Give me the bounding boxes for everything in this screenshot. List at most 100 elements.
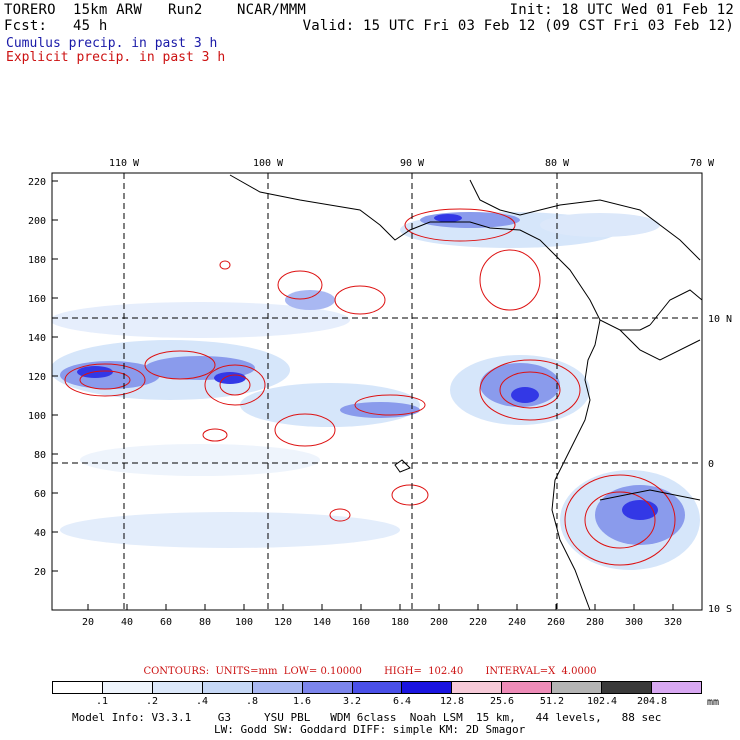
- colorbar-swatch: [202, 682, 253, 693]
- colorbar-label: .8: [245, 696, 259, 707]
- x-tick-label: 260: [547, 617, 565, 628]
- legend-explicit: Explicit precip. in past 3 h: [6, 50, 226, 65]
- cumulus-core: [480, 363, 560, 407]
- y-tick-label: 40: [34, 528, 46, 539]
- cumulus-band: [52, 302, 350, 338]
- lon-label: 90 W: [400, 158, 425, 169]
- contour: [479, 249, 541, 311]
- colorbar-label: 12.8: [439, 696, 465, 707]
- colorbar-swatch: [552, 682, 603, 693]
- colorbar-swatch: [652, 682, 701, 693]
- forecast-hour: Fcst: 45 h: [4, 18, 108, 34]
- x-tick-label: 280: [586, 617, 604, 628]
- x-tick-label: 140: [313, 617, 331, 628]
- central-america-pacific-coast: [229, 174, 651, 331]
- colorbar-swatch: [402, 682, 453, 693]
- valid-time: Valid: 15 UTC Fri 03 Feb 12 (09 CST Fri …: [302, 18, 734, 34]
- run-title: TORERO 15km ARW Run2 NCAR/MMM: [4, 2, 307, 18]
- colorbar-label: 204.8: [636, 696, 668, 707]
- colorbar-swatch: [53, 682, 103, 693]
- cumulus-core: [420, 212, 520, 228]
- colorbar-unit: mm: [707, 697, 720, 708]
- x-tick-label: 40: [121, 617, 133, 628]
- cumulus-peak: [214, 372, 246, 384]
- border-line: [599, 489, 701, 501]
- border-line: [619, 329, 701, 361]
- colorbar-swatch: [152, 682, 203, 693]
- y-tick-label: 160: [28, 294, 46, 305]
- contour: [354, 394, 426, 416]
- colombia-north-coast: [649, 289, 702, 326]
- colorbar-label: .1: [95, 696, 109, 707]
- south-america-west-coast: [551, 319, 601, 610]
- y-tick-label: 80: [34, 450, 46, 461]
- colorbar-swatch: [502, 682, 553, 693]
- plot-frame: [51, 172, 703, 611]
- y-tick-label: 220: [28, 177, 46, 188]
- contour: [144, 350, 216, 380]
- lat-lon-grid: [52, 173, 702, 610]
- contour: [202, 428, 228, 442]
- contour: [499, 371, 561, 409]
- colorbar-swatch: [452, 682, 503, 693]
- coastlines: [229, 174, 702, 610]
- lat-label: 10 S: [708, 604, 732, 615]
- x-tick-label: 240: [508, 617, 526, 628]
- legend-cumulus: Cumulus precip. in past 3 h: [6, 36, 218, 51]
- contour: [274, 413, 336, 447]
- colorbar-swatch: [102, 682, 153, 693]
- x-tick-label: 220: [469, 617, 487, 628]
- contour: [479, 359, 581, 421]
- x-tick-label: 20: [82, 617, 94, 628]
- y-tick-label: 180: [28, 255, 46, 266]
- colorbar-labels: .1 .2 .4 .8 1.6 3.2 6.4 12.8 25.6 51.2 1…: [52, 696, 702, 708]
- cumulus-core: [285, 290, 335, 310]
- contour: [404, 208, 516, 242]
- axis-ticks: [52, 180, 674, 610]
- x-tick-label: 300: [625, 617, 643, 628]
- init-time: Init: 18 UTC Wed 01 Feb 12: [509, 2, 734, 18]
- lat-label: 0: [708, 459, 714, 470]
- y-tick-label: 20: [34, 567, 46, 578]
- colorbar-label: .2: [145, 696, 158, 707]
- x-tick-label: 160: [352, 617, 370, 628]
- y-tick-label: 200: [28, 216, 46, 227]
- contour: [219, 260, 231, 270]
- cumulus-band: [540, 213, 660, 237]
- contour: [277, 270, 323, 300]
- contour: [64, 363, 146, 397]
- colorbar-swatch: [302, 682, 353, 693]
- colorbar: [52, 681, 702, 694]
- y-tick-label: 100: [28, 411, 46, 422]
- colorbar-swatch: [252, 682, 303, 693]
- x-tick-label: 100: [235, 617, 253, 628]
- cumulus-peak: [434, 214, 462, 222]
- y-tick-label: 120: [28, 372, 46, 383]
- colorbar-label: 25.6: [489, 696, 515, 707]
- contour: [334, 285, 386, 315]
- x-tick-label: 180: [391, 617, 409, 628]
- x-tick-label: 80: [199, 617, 211, 628]
- colorbar-label: 1.6: [292, 696, 312, 707]
- cumulus-band: [60, 512, 400, 548]
- cumulus-band: [80, 444, 320, 476]
- galapagos-islands: [394, 459, 411, 473]
- contour: [564, 474, 676, 566]
- colorbar-label: 102.4: [586, 696, 618, 707]
- cumulus-peak: [511, 387, 539, 403]
- contour: [79, 370, 131, 390]
- cumulus-precip-field: [52, 212, 700, 570]
- colorbar-swatch: [602, 682, 653, 693]
- y-tick-label: 140: [28, 333, 46, 344]
- lon-label: 80 W: [545, 158, 570, 169]
- colorbar-swatch: [352, 682, 403, 693]
- x-tick-label: 60: [160, 617, 172, 628]
- lon-label: 100 W: [253, 158, 284, 169]
- lat-label: 10 N: [708, 314, 732, 325]
- x-tick-label: 320: [664, 617, 682, 628]
- colorbar-label: 51.2: [539, 696, 565, 707]
- model-info-line2: LW: Godd SW: Goddard DIFF: simple KM: 2D…: [214, 723, 526, 736]
- caribbean-coast: [469, 179, 701, 261]
- model-info-line1: Model Info: V3.3.1 G3 YSU PBL WDM 6class…: [72, 711, 662, 724]
- lon-label: 110 W: [109, 158, 140, 169]
